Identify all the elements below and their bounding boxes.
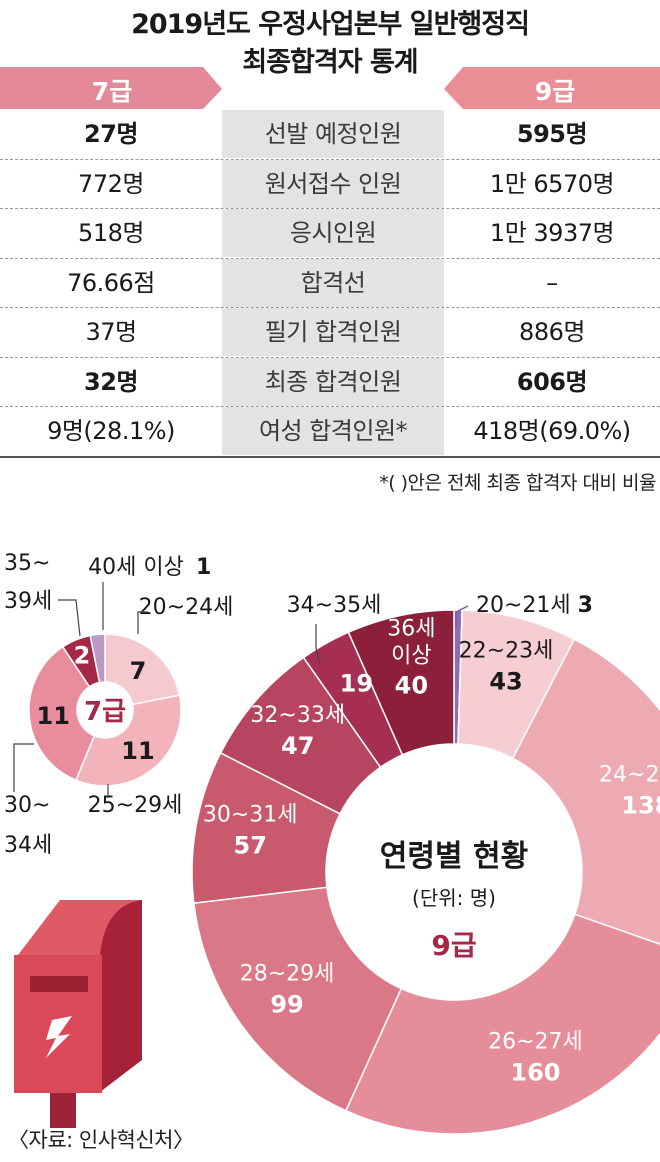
grade-9-value: 606명 [516, 367, 588, 396]
grade-9-value: 418명(69.0%) [473, 417, 631, 445]
table-row: 27명 선발 예정인원 595명 [0, 110, 660, 160]
chart-title-line1: 2019년도 우정사업본부 일반행정직 [131, 9, 530, 40]
table-row: 37명 필기 합격인원 886명 [0, 308, 660, 358]
slice-label: 28~29세 [240, 961, 335, 986]
slice-value: 19 [340, 670, 373, 698]
grade-9-value: 1만 6570명 [489, 169, 615, 198]
slice-value: 7 [130, 657, 147, 685]
row-label: 응시인원 [222, 209, 444, 257]
slice-label: 20~24세 [139, 595, 234, 620]
slice-28~29세 [193, 886, 403, 1112]
grade-7-value: 772명 [78, 169, 144, 198]
slice-label: 20~21세 3 [476, 593, 593, 618]
chart-title-line2: 최종합격자 통계 [242, 47, 418, 78]
leader-line [13, 743, 34, 792]
stats-table: 27명 선발 예정인원 595명 772명 원서접수 인원 1만 6570명 518명 응시인… [0, 110, 660, 458]
slice-label: 34~35세 [287, 593, 382, 618]
slice-26~27세 [344, 913, 660, 1135]
leader-line [137, 611, 148, 634]
table-row: 9명(28.1%) 여성 합격인원* 418명(69.0%) [0, 407, 660, 458]
slice-value: 99 [270, 990, 303, 1018]
grade-9-header: 9급 [534, 77, 576, 106]
row-label: 필기 합격인원 [222, 308, 444, 356]
slice-36세 이상 [347, 609, 455, 756]
slice-label: 30~ [4, 793, 50, 818]
grade-9-value: – [546, 268, 558, 297]
grade-7-value: 37명 [85, 318, 137, 346]
slice-25~29세 [74, 694, 182, 787]
slice-20~24세 [104, 633, 181, 706]
grade-7-header: 7급 [91, 77, 133, 106]
table-row: 32명 최종 합격인원 606명 [0, 357, 660, 407]
row-label: 원서접수 인원 [222, 159, 444, 208]
slice-label: 30~31세 [203, 803, 298, 828]
grade-7-value: 518명 [78, 219, 144, 247]
leader-line [315, 624, 321, 665]
slice-value: 11 [121, 737, 154, 765]
slice-label: 34세 [4, 833, 52, 858]
slice-value: 11 [37, 702, 70, 730]
center-grade-label: 7급 [84, 697, 126, 727]
row-label: 선발 예정인원 [222, 110, 444, 158]
slice-value: 43 [489, 668, 522, 696]
row-label: 최종 합격인원 [222, 357, 444, 406]
table-row: 76.66점 합격선 – [0, 258, 660, 308]
slice-label: 25~29세 [88, 793, 183, 818]
slice-value: 2 [74, 642, 91, 670]
grade-7-header-bg [0, 67, 222, 109]
table-row: 518명 응시인원 1만 3937명 [0, 209, 660, 259]
slice-value: 138 [621, 792, 660, 820]
slice-value: 160 [510, 1058, 560, 1086]
grade-9-value: 1만 3937명 [489, 219, 615, 247]
slice-value: 47 [281, 732, 314, 760]
slice-label: 40세 이상 [88, 555, 184, 580]
slice-label: 이상 [391, 643, 431, 668]
row-label: 여성 합격인원* [222, 407, 444, 455]
slice-40세 이상 [89, 633, 106, 684]
grade-7-value: 32명 [84, 367, 138, 396]
mailbox-illustration [14, 900, 142, 1128]
slice-24~25세 [511, 638, 660, 945]
slice-label: 36세 [387, 616, 435, 641]
slice-label: 35~ [4, 551, 50, 576]
slice-label: 26~27세 [488, 1029, 583, 1054]
row-label: 합격선 [222, 258, 444, 307]
slice-label: 32~33세 [250, 703, 345, 728]
grade-9-header-bg [444, 67, 660, 109]
center-grade-label: 9급 [431, 929, 476, 962]
slice-value: 1 [196, 555, 211, 580]
center-title: 연령별 현황 [380, 839, 528, 874]
slice-label: 22~23세 [459, 639, 554, 664]
grade-header-bar [0, 67, 660, 109]
slice-value: 40 [395, 671, 428, 699]
leader-line [58, 599, 81, 637]
center-unit: (단위: 명) [412, 886, 496, 910]
grade-7-value: 27명 [84, 120, 138, 148]
slice-label: 39세 [4, 589, 52, 614]
source-note: 〈자료: 인사혁신처〉 [8, 1128, 194, 1152]
leader-line [455, 605, 469, 613]
grade-9-value: 886명 [519, 318, 585, 346]
grade-7-value: 76.66점 [67, 268, 155, 297]
grade-9-value: 595명 [516, 120, 588, 148]
table-row: 772명 원서접수 인원 1만 6570명 [0, 159, 660, 209]
grade-7-value: 9명(28.1%) [47, 417, 175, 445]
footnote: *( )안은 전체 최종 합격자 대비 비율 [379, 472, 656, 494]
slice-label: 24~25세 [599, 763, 660, 788]
slice-value: 57 [234, 832, 267, 860]
slice-30~34세 [28, 645, 96, 782]
